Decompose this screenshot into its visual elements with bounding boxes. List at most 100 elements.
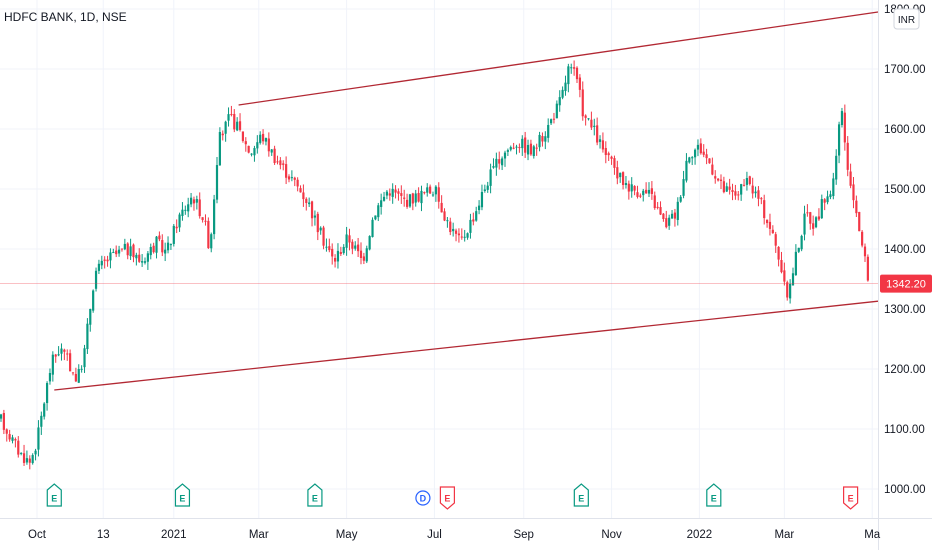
candle-body [501, 158, 504, 166]
time-tick-label: 2021 [161, 529, 187, 541]
candle-body [446, 220, 449, 222]
candle-body [812, 223, 815, 229]
candle-body [544, 136, 547, 142]
time-axis[interactable]: Oct 13 2021 Mar May Jul Sep Nov 2022 Mar Ma [28, 529, 881, 541]
candle-body [310, 201, 314, 219]
candle-body [397, 191, 400, 194]
candle-body [645, 189, 648, 194]
candle-body [584, 115, 587, 118]
candle-body [676, 201, 679, 220]
candle-body [296, 179, 299, 187]
candle-body [693, 149, 697, 158]
candle-body [558, 97, 561, 106]
candle-body [22, 453, 26, 463]
candle-body [172, 225, 175, 244]
candle-body [570, 67, 573, 69]
candle-body [699, 143, 702, 154]
candle-body [719, 179, 723, 181]
candle-body [789, 283, 792, 299]
candle-body [725, 186, 728, 192]
candle-body [443, 211, 446, 221]
time-tick-label: Mar [774, 529, 794, 541]
candle-body [215, 165, 219, 200]
candle-body [2, 412, 5, 430]
candle-body [777, 246, 780, 260]
candle-body [691, 157, 694, 159]
earnings-marker[interactable]: E [307, 483, 323, 507]
candle-body [722, 181, 725, 193]
earnings-marker[interactable]: E [706, 483, 722, 507]
candle-body [463, 236, 466, 238]
candle-body [158, 235, 161, 240]
candle-body [480, 191, 484, 208]
candle-body [431, 194, 435, 196]
candle-body [109, 252, 112, 261]
price-tick-label: 1000.00 [884, 484, 926, 496]
candle-body [521, 138, 524, 149]
candle-body [840, 111, 844, 125]
candle-body [117, 249, 121, 254]
candle-body [757, 190, 760, 199]
candle-body [642, 190, 645, 196]
price-tick-label: 1600.00 [884, 124, 926, 136]
earnings-icon [307, 483, 323, 507]
candle-body [552, 118, 556, 120]
candle-body [740, 184, 743, 195]
event-label: D [420, 494, 427, 504]
candle-body [814, 217, 818, 228]
candle-body [256, 142, 259, 149]
candle-body [457, 233, 461, 236]
candle-body [250, 153, 253, 155]
candle-body [662, 213, 665, 219]
candle-body [437, 187, 440, 202]
candle-body [264, 138, 268, 142]
current-price-label: 1342.20 [886, 279, 926, 291]
candle-body [791, 273, 795, 286]
earnings-marker[interactable]: E [174, 483, 191, 507]
candle-body [820, 199, 823, 219]
candle-body [549, 119, 553, 124]
candle-body [440, 202, 443, 213]
candle-body [705, 154, 708, 159]
earnings-marker[interactable]: E [573, 483, 589, 507]
dividend-marker[interactable]: D [415, 490, 431, 506]
chart-title: HDFC BANK, 1D, NSE [4, 10, 127, 24]
candle-body [734, 191, 737, 196]
candle-body [123, 243, 126, 250]
candle-body [339, 252, 342, 254]
candle-body [590, 119, 593, 128]
candle-body [564, 82, 567, 92]
earnings-icon [842, 486, 859, 510]
candle-body [763, 200, 766, 219]
currency-badge[interactable]: INR [893, 8, 920, 30]
candle-body [728, 186, 731, 190]
candle-body [475, 211, 478, 221]
candle-body [328, 246, 331, 251]
time-tick-label: Mar [249, 529, 269, 541]
candle-body [325, 246, 328, 248]
earnings-marker[interactable]: E [439, 486, 455, 510]
candle-body [489, 169, 492, 186]
candle-body [25, 458, 29, 463]
candle-body [322, 227, 325, 246]
earnings-marker[interactable]: E [842, 486, 859, 510]
candle-body [359, 250, 363, 259]
currency-label: INR [898, 15, 915, 26]
earnings-marker[interactable]: E [46, 483, 62, 507]
candle-body [336, 250, 340, 262]
candle-body [166, 242, 170, 251]
candle-body [333, 257, 337, 262]
candle-body [37, 427, 40, 450]
candle-body [164, 249, 167, 254]
price-axis[interactable]: 1000.00 1100.00 1200.00 1300.00 1400.00 1500.… [884, 4, 926, 496]
candle-body [198, 199, 201, 217]
candle-body [855, 200, 858, 214]
candle-body [598, 139, 602, 142]
candle-body [492, 166, 495, 168]
candle-body [668, 217, 671, 226]
candle-body [20, 452, 23, 454]
candle-body [244, 141, 247, 145]
candle-body [512, 147, 515, 149]
candle-body [714, 176, 717, 179]
